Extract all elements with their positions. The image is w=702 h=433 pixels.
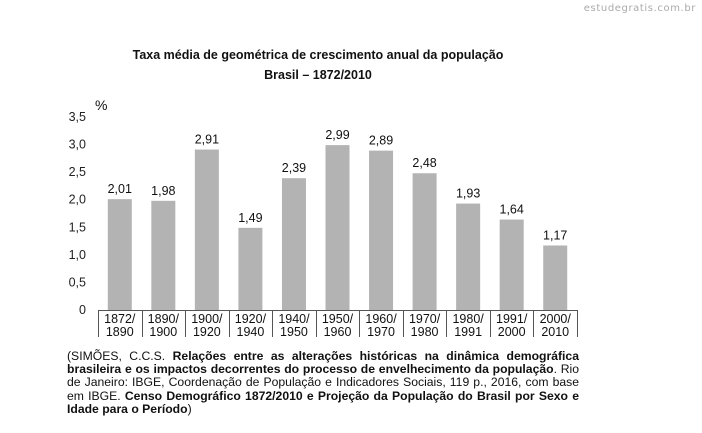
source-citation: (SIMÕES, C.C.S. Relações entre as altera… [67, 349, 580, 416]
x-tick-label: 1980 [411, 325, 439, 339]
x-tick-label: 1950/ [322, 312, 354, 326]
x-tick-label: 1960/ [365, 312, 397, 326]
x-tick-label: 1890/ [148, 312, 180, 326]
y-tick-label: 0 [79, 303, 86, 317]
y-tick-label: 1,5 [69, 220, 86, 234]
bar [456, 203, 481, 310]
citation-close: ) [187, 401, 192, 416]
bar [499, 219, 524, 310]
bar [412, 173, 437, 310]
watermark: estudegratis.com.br [583, 3, 696, 14]
data-label: 1,93 [456, 187, 480, 201]
y-tick-label: 2,0 [69, 193, 86, 207]
citation-title: Relações entre as alterações históricas … [67, 349, 579, 377]
bar [107, 199, 132, 310]
x-tick-label: 1980/ [452, 312, 484, 326]
y-tick-label: 0,5 [69, 275, 86, 289]
chart-labels: 2,01 1872/1890 1,98 1890/1900 2,91 1900/1920 1… [104, 128, 571, 339]
chart-subtitle: Brasil – 1872/2010 [264, 68, 372, 82]
bar [325, 145, 350, 310]
x-tick-label: 1991 [454, 325, 482, 339]
x-tick-label: 1940 [237, 325, 265, 339]
chart-bars [107, 145, 568, 310]
bar [281, 178, 306, 310]
bar-chart: % 0 0,5 1,0 1,5 2,0 2,5 3,0 3,5 2,01 1872/1890 1,9… [69, 97, 578, 339]
y-tick-label: 3,5 [69, 110, 86, 124]
x-tick-label: 1960 [324, 325, 352, 339]
citation-census-title: Censo Demográfico 1872/2010 e Projeção d… [67, 388, 579, 416]
data-label: 2,99 [325, 128, 349, 142]
bar [543, 245, 568, 310]
x-tick-label: 1950 [280, 325, 308, 339]
data-label: 2,48 [412, 156, 436, 170]
x-tick-label: 1900/ [191, 312, 223, 326]
x-tick-label: 2010 [541, 325, 569, 339]
bar [369, 150, 394, 310]
y-tick-label: 2,5 [69, 165, 86, 179]
x-tick-label: 1920 [193, 325, 221, 339]
citation-publisher: . Rio de Janeiro: IBGE, Coordenação de P… [67, 362, 580, 403]
bar [238, 227, 263, 310]
data-label: 1,49 [238, 211, 262, 225]
bar [194, 149, 219, 310]
data-label: 1,98 [151, 184, 175, 198]
x-tick-label: 2000 [498, 325, 526, 339]
x-tick-label: 1991/ [496, 312, 528, 326]
x-tick-label: 2000/ [540, 312, 572, 326]
data-label: 2,89 [369, 134, 393, 148]
data-label: 2,91 [195, 133, 219, 147]
x-tick-label: 1940/ [278, 312, 310, 326]
data-label: 1,64 [500, 203, 524, 217]
x-tick-label: 1890 [106, 325, 134, 339]
data-label: 1,17 [543, 228, 567, 242]
y-axis-label: % [95, 97, 107, 113]
x-tick-label: 1970/ [409, 312, 441, 326]
x-tick-label: 1970 [367, 325, 395, 339]
citation-author: (SIMÕES, C.C.S. [67, 349, 173, 363]
x-tick-label: 1872/ [104, 312, 136, 326]
data-label: 2,01 [108, 182, 132, 196]
x-tick-label: 1900 [149, 325, 177, 339]
y-tick-label: 3,0 [69, 138, 86, 152]
y-tick-label: 1,0 [69, 248, 86, 262]
data-label: 2,39 [282, 161, 306, 175]
chart-axes: % 0 0,5 1,0 1,5 2,0 2,5 3,0 3,5 [69, 97, 578, 337]
chart-title: Taxa média de geométrica de crescimento … [132, 48, 504, 62]
x-tick-label: 1920/ [235, 312, 267, 326]
bar [151, 200, 176, 310]
